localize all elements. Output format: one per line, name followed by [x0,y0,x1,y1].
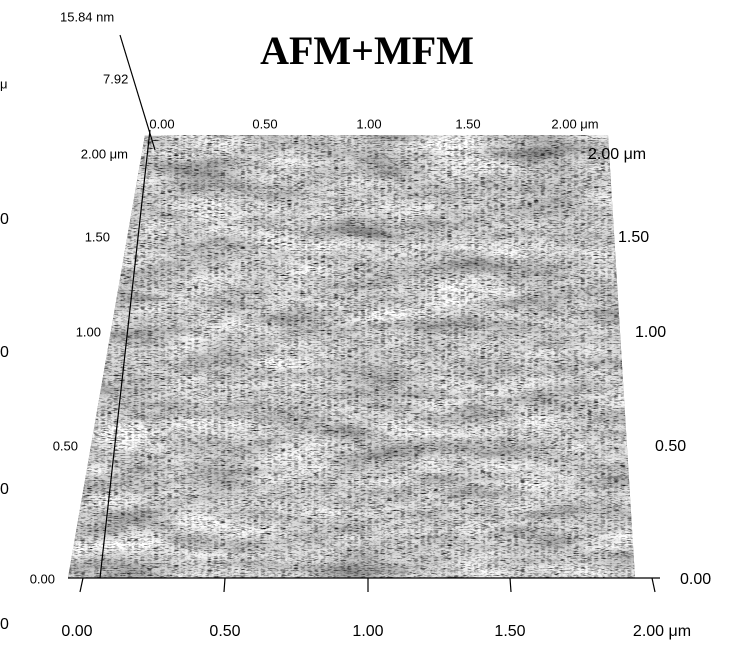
bottom-tick-label: 1.00 [352,623,383,640]
right-tick-label: 0.00 [680,571,711,588]
top-tick-label: 1.00 [356,116,381,131]
bottom-tick-label: 1.50 [494,623,525,640]
axes [68,34,660,593]
z-max-label: 15.84 nm [60,9,114,24]
top-tick-label: 2.00 μm [551,116,598,131]
title: AFM+MFM [260,28,474,73]
right-tick-label: 2.00 μm [588,146,646,163]
surface-render [68,135,635,578]
z-mid-label: 7.92 [103,71,128,86]
bottom-tick-label: 0.00 [61,623,92,640]
bottom-tick-label: 0.50 [209,623,240,640]
left-tick-label: 2.00 μm [81,146,128,161]
top-tick-label: 0.00 [149,116,174,131]
right-tick-label: 0.50 [655,438,686,455]
left-tick-label: 0.50 [53,438,78,453]
left-tick-label: 0.00 [30,571,55,586]
cut-label: 0 [0,344,9,361]
bottom-tick-label: 2.00 μm [633,623,691,640]
top-tick-label: 1.50 [455,116,480,131]
right-tick-label: 1.50 [618,229,649,246]
cut-label: 0 [0,481,9,498]
left-tick-label: 1.00 [76,324,101,339]
z-unit-fragment: μ [0,76,8,91]
right-tick-label: 1.00 [635,324,666,341]
cut-label: 0 [0,211,9,228]
left-tick-label: 1.50 [85,229,110,244]
top-tick-label: 0.50 [252,116,277,131]
cut-label: 0 [0,616,9,633]
